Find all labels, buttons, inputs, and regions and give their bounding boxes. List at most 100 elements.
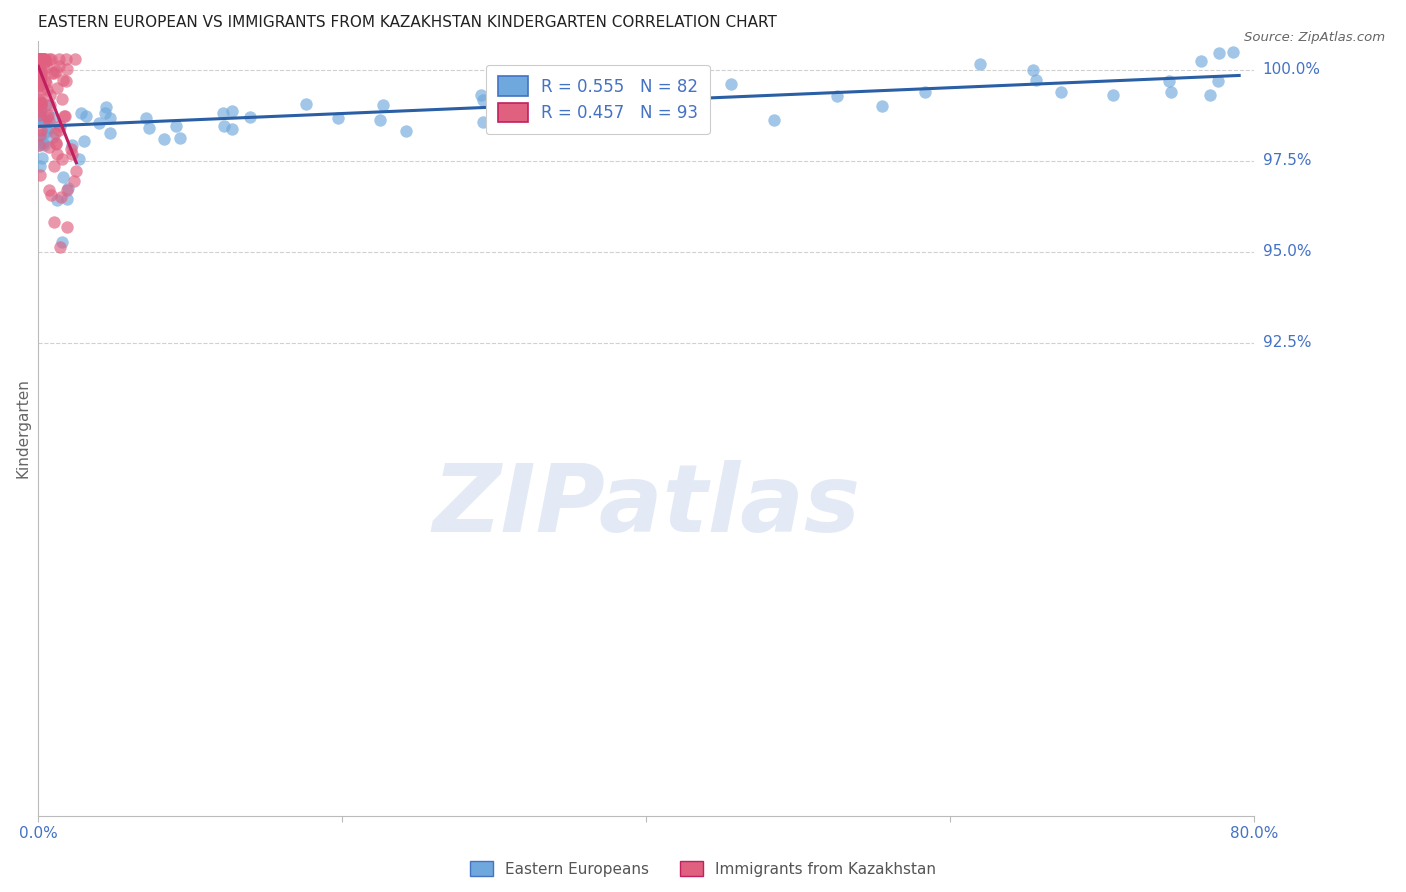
Point — [28, 110, 51, 124]
Point — [211, 106, 233, 120]
Point — [38, 114, 60, 128]
Point — [55, 62, 77, 76]
Point — [38, 88, 60, 103]
Point — [560, 105, 582, 120]
Point — [48, 52, 70, 66]
Point — [28, 108, 51, 122]
Point — [35, 98, 58, 112]
Y-axis label: Kindergarten: Kindergarten — [15, 378, 30, 478]
Point — [37, 108, 59, 122]
Point — [1050, 85, 1073, 99]
Point — [60, 138, 83, 153]
Point — [295, 97, 318, 112]
Point — [30, 168, 52, 182]
Point — [48, 60, 70, 74]
Point — [28, 159, 51, 173]
Point — [42, 129, 65, 144]
Point — [35, 76, 58, 90]
Point — [30, 73, 52, 87]
Point — [45, 80, 67, 95]
Point — [472, 115, 495, 129]
Point — [665, 88, 688, 103]
Point — [49, 119, 72, 133]
Point — [28, 70, 51, 84]
Point — [27, 70, 49, 85]
Point — [28, 76, 51, 90]
Point — [45, 136, 67, 150]
Point — [221, 122, 243, 136]
Point — [37, 83, 59, 97]
Point — [138, 121, 160, 136]
Point — [32, 138, 55, 153]
Point — [30, 52, 52, 66]
Point — [65, 164, 87, 178]
Point — [38, 120, 60, 135]
Point — [55, 52, 77, 66]
Legend: R = 0.555   N = 82, R = 0.457   N = 93: R = 0.555 N = 82, R = 0.457 N = 93 — [486, 65, 710, 134]
Point — [69, 106, 91, 120]
Point — [67, 153, 90, 167]
Point — [60, 147, 83, 161]
Point — [30, 128, 52, 143]
Point — [31, 52, 53, 66]
Point — [73, 134, 96, 148]
Point — [28, 137, 51, 152]
Point — [32, 136, 55, 150]
Point — [30, 68, 52, 82]
Point — [51, 153, 73, 167]
Point — [486, 80, 509, 95]
Point — [39, 187, 62, 202]
Point — [969, 57, 991, 71]
Point — [1160, 85, 1182, 99]
Point — [28, 52, 51, 66]
Point — [38, 140, 60, 154]
Point — [30, 63, 52, 78]
Text: EASTERN EUROPEAN VS IMMIGRANTS FROM KAZAKHSTAN KINDERGARTEN CORRELATION CHART: EASTERN EUROPEAN VS IMMIGRANTS FROM KAZA… — [38, 15, 778, 30]
Point — [38, 52, 60, 66]
Point — [45, 137, 67, 152]
Point — [38, 183, 60, 197]
Text: 92.5%: 92.5% — [1263, 335, 1312, 351]
Point — [28, 52, 51, 66]
Point — [28, 111, 51, 125]
Point — [30, 52, 52, 66]
Point — [75, 109, 97, 123]
Point — [63, 52, 86, 66]
Point — [368, 112, 391, 127]
Point — [1025, 72, 1047, 87]
Text: 95.0%: 95.0% — [1263, 244, 1312, 260]
Point — [371, 97, 394, 112]
Point — [53, 109, 76, 123]
Point — [34, 112, 56, 127]
Point — [30, 66, 52, 80]
Point — [41, 110, 63, 124]
Point — [39, 52, 62, 66]
Legend: Eastern Europeans, Immigrants from Kazakhstan: Eastern Europeans, Immigrants from Kazak… — [463, 853, 943, 884]
Point — [30, 52, 52, 66]
Point — [1189, 54, 1212, 68]
Point — [1102, 87, 1125, 102]
Point — [32, 115, 55, 129]
Point — [1199, 87, 1222, 102]
Point — [28, 52, 51, 66]
Point — [471, 94, 494, 108]
Point — [28, 52, 51, 66]
Point — [34, 74, 56, 88]
Point — [30, 104, 52, 119]
Point — [42, 160, 65, 174]
Point — [63, 174, 86, 188]
Point — [42, 215, 65, 229]
Point — [32, 56, 55, 70]
Point — [31, 114, 53, 128]
Point — [394, 124, 416, 138]
Point — [32, 52, 55, 66]
Point — [762, 113, 785, 128]
Point — [98, 126, 121, 140]
Point — [165, 119, 187, 133]
Point — [52, 109, 75, 123]
Point — [30, 95, 52, 110]
Point — [574, 104, 596, 119]
Point — [56, 219, 79, 234]
Point — [37, 110, 59, 124]
Point — [38, 98, 60, 112]
